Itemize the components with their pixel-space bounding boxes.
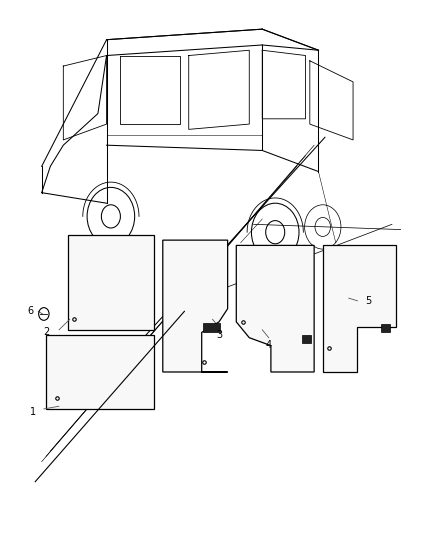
Bar	[203, 323, 220, 333]
Text: 2: 2	[43, 327, 49, 337]
Text: 6: 6	[28, 306, 34, 316]
Polygon shape	[67, 235, 154, 330]
Text: 4: 4	[266, 340, 272, 350]
Text: 1: 1	[30, 407, 36, 417]
Polygon shape	[236, 245, 314, 372]
Bar	[303, 335, 311, 343]
Text: 5: 5	[365, 296, 371, 306]
Text: 3: 3	[216, 330, 222, 340]
Polygon shape	[46, 335, 154, 409]
Bar	[381, 324, 390, 333]
Polygon shape	[163, 240, 228, 372]
Polygon shape	[323, 245, 396, 372]
